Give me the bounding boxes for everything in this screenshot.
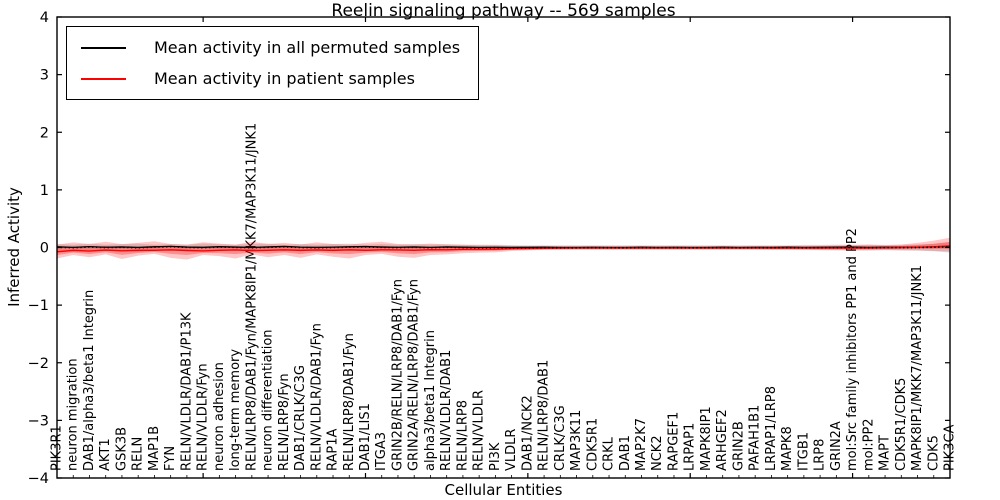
x-tick-label: LRPAP1/LRP8 [764, 386, 779, 471]
x-tick-label: LRPAP1 [683, 423, 698, 471]
x-tick-label: MAP2K7 [634, 418, 649, 471]
x-tick-label: ITGB1 [796, 432, 811, 471]
x-tick-label: LRP8 [813, 439, 828, 471]
x-tick-label: RELN/LRP8/DAB1 [537, 360, 552, 471]
x-tick-label: DAB1/NCK2 [520, 395, 535, 471]
x-tick-label: RAP1A [326, 428, 341, 471]
x-tick-label: CDK5R1 [585, 418, 600, 471]
legend: Mean activity in all permuted samples Me… [66, 26, 480, 100]
x-tick-label: RELN [131, 437, 146, 471]
x-tick-label: RELN/VLDLR/DAB1/Fyn [309, 323, 324, 471]
x-tick-label: MAPT [878, 435, 893, 471]
x-tick-label: CRLK/C3G [553, 405, 568, 471]
x-tick-label: GRIN2A/RELN/LRP8/DAB1/Fyn [407, 279, 422, 471]
patient-line-swatch [81, 77, 126, 80]
x-axis-label: Cellular Entities [444, 481, 563, 499]
x-tick-label: DAB1/CRLK/C3G [293, 365, 308, 471]
x-tick-label: RELN/LRP8/DAB1/Fyn/MAPK8IP1/MKK7/MAP3K11… [244, 123, 259, 471]
x-tick-label: MAP1B [147, 426, 162, 471]
y-tick-label: 2 [40, 125, 49, 141]
y-tick-label: 1 [40, 183, 49, 199]
x-tick-label: RELN/VLDLR [472, 390, 487, 471]
x-tick-label: mol:PP2 [861, 418, 876, 471]
x-tick-label: PI3K [488, 442, 503, 471]
legend-item-permuted: Mean activity in all permuted samples [81, 32, 460, 63]
x-tick-label: PAFAH1B1 [748, 405, 763, 471]
y-tick-label: −3 [28, 413, 49, 429]
chart-title: Reelin signaling pathway -- 569 samples [331, 1, 676, 21]
x-tick-label: RAPGEF1 [666, 412, 681, 471]
x-tick-label: NCK2 [650, 435, 665, 471]
x-tick-label: GRIN2B/RELN/LRP8/DAB1/Fyn [390, 279, 405, 471]
y-tick-label: 4 [40, 10, 49, 26]
x-tick-label: CDK5R1/CDK5 [894, 378, 909, 471]
x-tick-label: RELN/LRP8/DAB1/Fyn [342, 333, 357, 471]
x-tick-label: AKT1 [98, 438, 113, 471]
y-tick-label: −4 [28, 471, 49, 487]
x-tick-label: GSK3B [114, 427, 129, 471]
x-tick-label: FYN [163, 446, 178, 471]
x-tick-label: DAB1 [618, 435, 633, 471]
y-tick-label: −2 [28, 356, 49, 372]
x-tick-label: MAPK8 [780, 426, 795, 471]
x-tick-label: GRIN2A [829, 421, 844, 471]
y-tick-label: 0 [40, 241, 49, 257]
legend-label-patient: Mean activity in patient samples [154, 69, 415, 88]
x-tick-label: RELN/LRP8 [455, 400, 470, 471]
legend-item-patient: Mean activity in patient samples [81, 63, 460, 94]
x-tick-label: ARHGEF2 [715, 409, 730, 471]
x-tick-label: GRIN2B [731, 421, 746, 471]
x-tick-label: mol:Src family inhibitors PP1 and PP2 [845, 228, 860, 471]
x-tick-label: CDK5 [926, 435, 941, 471]
x-tick-label: RELN/VLDLR/DAB1 [439, 350, 454, 471]
permuted-dotted-line [56, 245, 951, 249]
x-tick-label: ITGA3 [374, 432, 389, 471]
x-tick-label: neuron migration [66, 358, 81, 471]
x-tick-label: RELN/VLDLR/Fyn [196, 363, 211, 471]
x-tick-label: MAP3K11 [569, 410, 584, 471]
x-tick-label: CRKL [602, 436, 617, 471]
x-tick-label: long-term memory [228, 349, 243, 471]
x-tick-label: alpha3/beta1 Integrin [423, 330, 438, 471]
permuted-line-swatch [81, 46, 126, 49]
legend-label-permuted: Mean activity in all permuted samples [154, 38, 461, 57]
x-tick-label: DAB1/alpha3/beta1 Integrin [82, 290, 97, 471]
x-tick-label: MAPK8IP1 [699, 406, 714, 471]
x-tick-label: RELN/VLDLR/DAB1/P13K [179, 312, 194, 471]
y-tick-label: −1 [28, 298, 49, 314]
patient-mean-line [56, 245, 951, 253]
x-tick-label: DAB1/LIS1 [358, 403, 373, 471]
x-tick-label: neuron differentiation [261, 329, 276, 471]
y-tick-label: 3 [40, 68, 49, 84]
x-tick-label: neuron adhesion [212, 362, 227, 471]
x-tick-label: VLDLR [504, 429, 519, 471]
x-tick-label: MAPK8IP1/MKK7/MAP3K11/JNK1 [910, 265, 925, 471]
x-tick-label: RELN/LRP8/Fyn [277, 373, 292, 471]
